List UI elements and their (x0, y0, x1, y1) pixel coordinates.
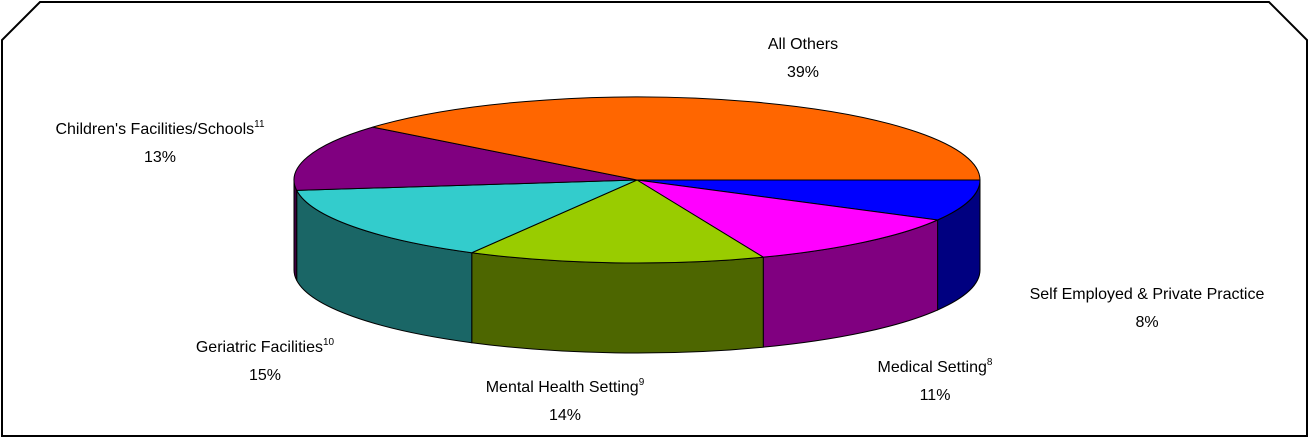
slice-footnote: 10 (323, 337, 335, 348)
pie-slice (372, 96, 981, 181)
slice-name: Children's Facilities/Schools (55, 121, 254, 138)
slice-value-label: 39% (787, 64, 819, 81)
slice-value-label: 15% (249, 367, 281, 384)
slice-name: Self Employed & Private Practice (1030, 286, 1265, 303)
slice-value-label: 13% (144, 149, 176, 166)
pie-side (471, 252, 764, 354)
pie-slice (469, 179, 765, 264)
pie-slice (293, 126, 638, 191)
slice-value-label: 8% (1135, 314, 1158, 331)
slice-footnote: 11 (254, 119, 265, 130)
slice-footnote: 8 (987, 357, 993, 368)
slice-value-label: 11% (920, 387, 951, 404)
pie-side (293, 179, 298, 281)
slice-name: Mental Health Setting (486, 379, 639, 396)
slice-label: Children's Facilities/Schools11 (55, 119, 265, 139)
slice-label: Geriatric Facilities10 (196, 337, 335, 357)
pie-slice (636, 179, 981, 221)
slice-label: Mental Health Setting9 (486, 377, 645, 397)
slice-value-label: 14% (549, 407, 581, 424)
slice-name: Medical Setting (878, 359, 987, 376)
slice-label: Self Employed & Private Practice (1030, 286, 1265, 303)
pie-slice (295, 179, 638, 254)
pie-slice (636, 179, 940, 258)
slice-label: Medical Setting8 (878, 357, 993, 377)
slice-footnote: 9 (639, 377, 645, 388)
slice-name: Geriatric Facilities (196, 339, 323, 356)
slice-label: All Others (768, 36, 838, 53)
slice-name: All Others (768, 36, 838, 53)
